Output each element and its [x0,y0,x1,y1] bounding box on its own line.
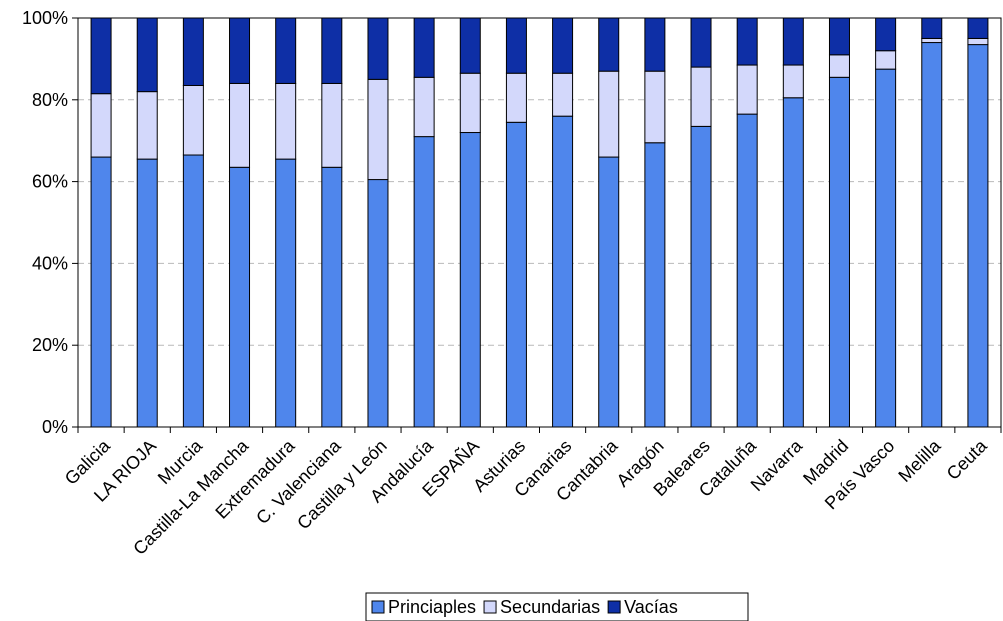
bar-segment-principles [459,132,481,428]
bar-segment-secundarias [182,84,204,156]
plot-frame [77,17,1002,428]
y-tick-label: 20% [32,335,68,355]
bar-segment-secundarias [136,91,158,160]
x-category-label: Ceuta [943,435,992,484]
x-category-label: Melilla [894,435,945,486]
bar-segment-vacías [736,17,758,66]
bar-segment-vacías [505,17,527,74]
bar-segment-vacías [413,17,435,78]
bar-segment-principles [552,115,574,428]
legend-swatch [483,600,497,614]
legend-label: Vacías [624,597,678,617]
bar-segment-secundarias [229,82,251,168]
bar-segment-principles [275,158,297,428]
bar-segment-vacías [875,17,897,52]
bar-segment-principles [736,113,758,428]
bar-segment-principles [367,179,389,428]
bar-segment-secundarias [875,50,897,70]
legend-label: Princiaples [388,597,476,617]
legend-swatch [371,600,385,614]
bar-segment-principles [321,166,343,428]
bar-segment-secundarias [690,66,712,127]
y-axis-tick-labels: 0% 20% 40% 60% 80% 100% [22,8,68,437]
bar-segment-principles [229,166,251,428]
bar-segment-principles [644,142,666,428]
bar-segment-vacías [598,17,620,72]
bar-segment-vacías [90,17,112,95]
bar-segment-vacías [782,17,804,66]
bar-segment-principles [598,156,620,428]
bar-segment-vacías [690,17,712,68]
bar-segment-principles [921,42,943,428]
y-tick-label: 0% [42,417,68,437]
bar-segment-vacías [229,17,251,84]
bar-segment-vacías [136,17,158,93]
legend: Princiaples Secundarias Vacías [365,592,749,621]
bar-segment-principles [967,44,989,428]
bar-segment-vacías [921,17,943,39]
bar-segment-principles [505,121,527,428]
bar-segment-secundarias [459,72,481,134]
legend-swatch [607,600,621,614]
bar-segment-secundarias [90,93,112,158]
bar-segment-vacías [828,17,850,56]
bar-segment-secundarias [782,64,804,99]
bar-segment-secundarias [644,70,666,144]
axes [77,17,1002,433]
bar-segment-secundarias [321,82,343,168]
bar-segment-secundarias [275,82,297,160]
y-tick-label: 100% [22,8,68,28]
bar-segment-secundarias [828,54,850,78]
bar-segment-vacías [644,17,666,72]
bar-segment-principles [782,97,804,428]
bar-segment-principles [875,68,897,428]
bar-segment-secundarias [367,78,389,181]
bars [90,17,989,428]
gridlines [72,17,1001,428]
x-category-label: Navarra [747,435,807,495]
bar-segment-vacías [182,17,204,86]
bar-segment-secundarias [736,64,758,115]
bar-segment-vacías [552,17,574,74]
legend-box [365,592,749,621]
bar-segment-secundarias [505,72,527,123]
bar-segment-principles [182,154,204,428]
bar-segment-principles [690,125,712,428]
bar-segment-principles [828,76,850,428]
bar-segment-principles [136,158,158,428]
bar-segment-vacías [459,17,481,74]
bar-segment-secundarias [552,72,574,117]
bar-segment-secundarias [413,76,435,138]
bar-segment-principles [413,136,435,428]
bar-segment-vacías [967,17,989,39]
bar-segment-vacías [321,17,343,84]
bar-segment-vacías [275,17,297,84]
y-tick-label: 80% [32,90,68,110]
bar-segment-vacías [367,17,389,80]
bar-segment-secundarias [967,37,989,46]
bar-segment-principles [90,156,112,428]
y-tick-label: 40% [32,253,68,273]
bar-segment-secundarias [598,70,620,158]
legend-label: Secundarias [500,597,600,617]
bar-segment-secundarias [921,37,943,44]
y-tick-label: 60% [32,172,68,192]
